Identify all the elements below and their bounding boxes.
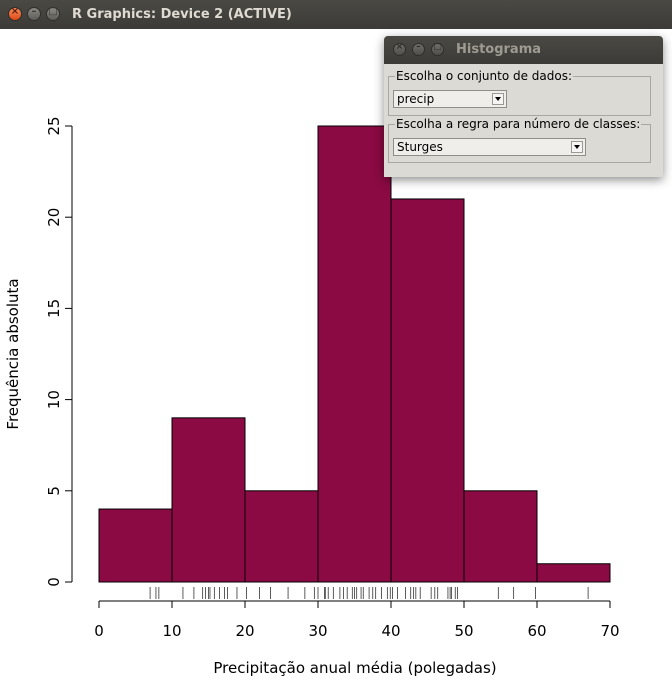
histogram-bar xyxy=(171,417,246,583)
x-tick-label: 70 xyxy=(600,622,619,640)
x-tick-label: 60 xyxy=(527,622,546,640)
rule-group: Escolha a regra para número de classes: xyxy=(388,117,651,163)
dataset-group: Escolha o conjunto de dados: xyxy=(388,69,651,116)
rule-select-value: Sturges xyxy=(397,140,443,154)
dropdown-arrow-icon[interactable] xyxy=(492,93,504,105)
rule-group-label: Escolha a regra para número de classes: xyxy=(396,117,641,131)
dataset-select-value: precip xyxy=(397,92,435,106)
x-tick-label: 0 xyxy=(94,622,104,640)
rule-select[interactable]: Sturges xyxy=(393,138,586,156)
y-tick-label: 0 xyxy=(45,577,63,587)
histogram-bar xyxy=(317,125,392,583)
histogram-dialog: × – □ Histograma Escolha o conjunto de d… xyxy=(384,36,663,177)
x-axis-label: Precipitação anual média (polegadas) xyxy=(213,659,496,677)
x-tick-label: 40 xyxy=(381,622,400,640)
histogram-bar xyxy=(463,490,538,583)
y-tick-label: 20 xyxy=(45,208,63,227)
x-tick-label: 30 xyxy=(308,622,327,640)
x-tick-label: 50 xyxy=(454,622,473,640)
histogram-bar xyxy=(98,508,173,583)
dialog-titlebar[interactable]: × – □ Histograma xyxy=(384,36,663,64)
histogram-bar xyxy=(390,198,465,583)
dialog-title: Histograma xyxy=(456,42,542,57)
y-tick-label: 10 xyxy=(45,390,63,409)
window-title: R Graphics: Device 2 (ACTIVE) xyxy=(72,7,292,22)
close-icon[interactable]: × xyxy=(8,6,22,21)
histogram-chart: 0 5 10 15 20 25 0 10 20 30 40 50 60 70 Precipitação … xyxy=(4,116,620,677)
histogram-bar xyxy=(536,563,611,583)
y-tick-label: 5 xyxy=(45,486,63,496)
y-tick-label: 15 xyxy=(45,299,63,318)
y-axis-label: Frequência absoluta xyxy=(4,278,22,429)
maximize-icon[interactable]: □ xyxy=(46,6,60,21)
dropdown-arrow-icon[interactable] xyxy=(571,141,583,153)
histogram-bar xyxy=(244,490,319,583)
minimize-icon[interactable]: – xyxy=(27,6,41,21)
x-tick-label: 10 xyxy=(162,622,181,640)
x-tick-label: 20 xyxy=(235,622,254,640)
y-tick-label: 25 xyxy=(45,116,63,135)
dialog-maximize-icon[interactable]: □ xyxy=(431,42,444,56)
dialog-close-icon[interactable]: × xyxy=(393,42,406,56)
dialog-minimize-icon[interactable]: – xyxy=(412,42,425,56)
window-titlebar[interactable]: × – □ R Graphics: Device 2 (ACTIVE) xyxy=(0,0,672,29)
dataset-group-label: Escolha o conjunto de dados: xyxy=(396,69,573,83)
dataset-select[interactable]: precip xyxy=(393,90,507,108)
